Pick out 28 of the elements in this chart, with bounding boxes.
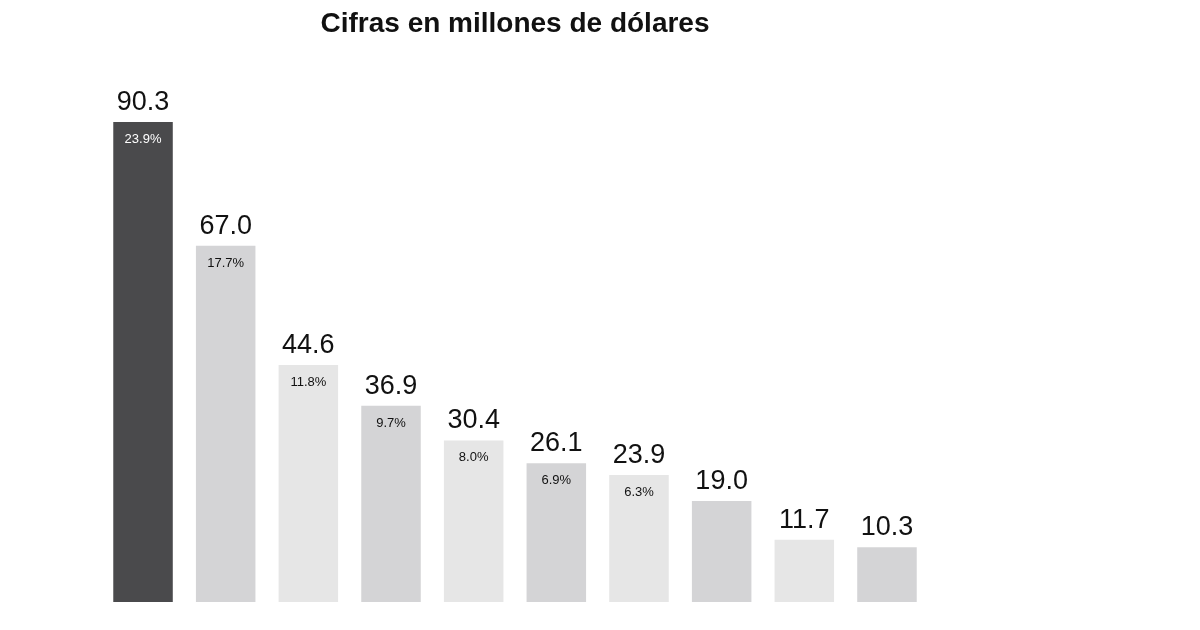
data-label: 36.9 xyxy=(364,369,418,400)
bar xyxy=(857,547,917,602)
bar xyxy=(361,405,421,602)
data-label: 23.9 xyxy=(612,438,666,469)
annotation: 6.3% xyxy=(624,483,655,499)
data-label: 11.7 xyxy=(779,503,830,534)
chart-title: Cifras en millones de dólares xyxy=(320,7,710,38)
bar xyxy=(526,463,587,602)
data-label: 10.3 xyxy=(860,511,914,542)
bar xyxy=(691,501,752,602)
data-label: 19.0 xyxy=(695,465,748,495)
bar xyxy=(609,474,669,602)
bar xyxy=(443,440,504,602)
bar xyxy=(195,245,256,602)
bar xyxy=(278,364,339,602)
annotation: 11.8% xyxy=(290,373,327,389)
data-label: 44.6 xyxy=(282,328,335,359)
annotation: 8.0% xyxy=(458,449,489,465)
data-label: 90.3 xyxy=(116,86,170,116)
data-label: 30.4 xyxy=(447,404,500,435)
annotation: 6.9% xyxy=(541,472,572,488)
bar xyxy=(774,539,835,602)
data-label: 67.0 xyxy=(199,209,252,240)
bar xyxy=(113,122,173,602)
annotation: 9.7% xyxy=(376,414,407,430)
annotation: 23.9% xyxy=(124,131,162,146)
annotation: 17.7% xyxy=(207,254,245,270)
data-label: 26.1 xyxy=(530,427,583,458)
